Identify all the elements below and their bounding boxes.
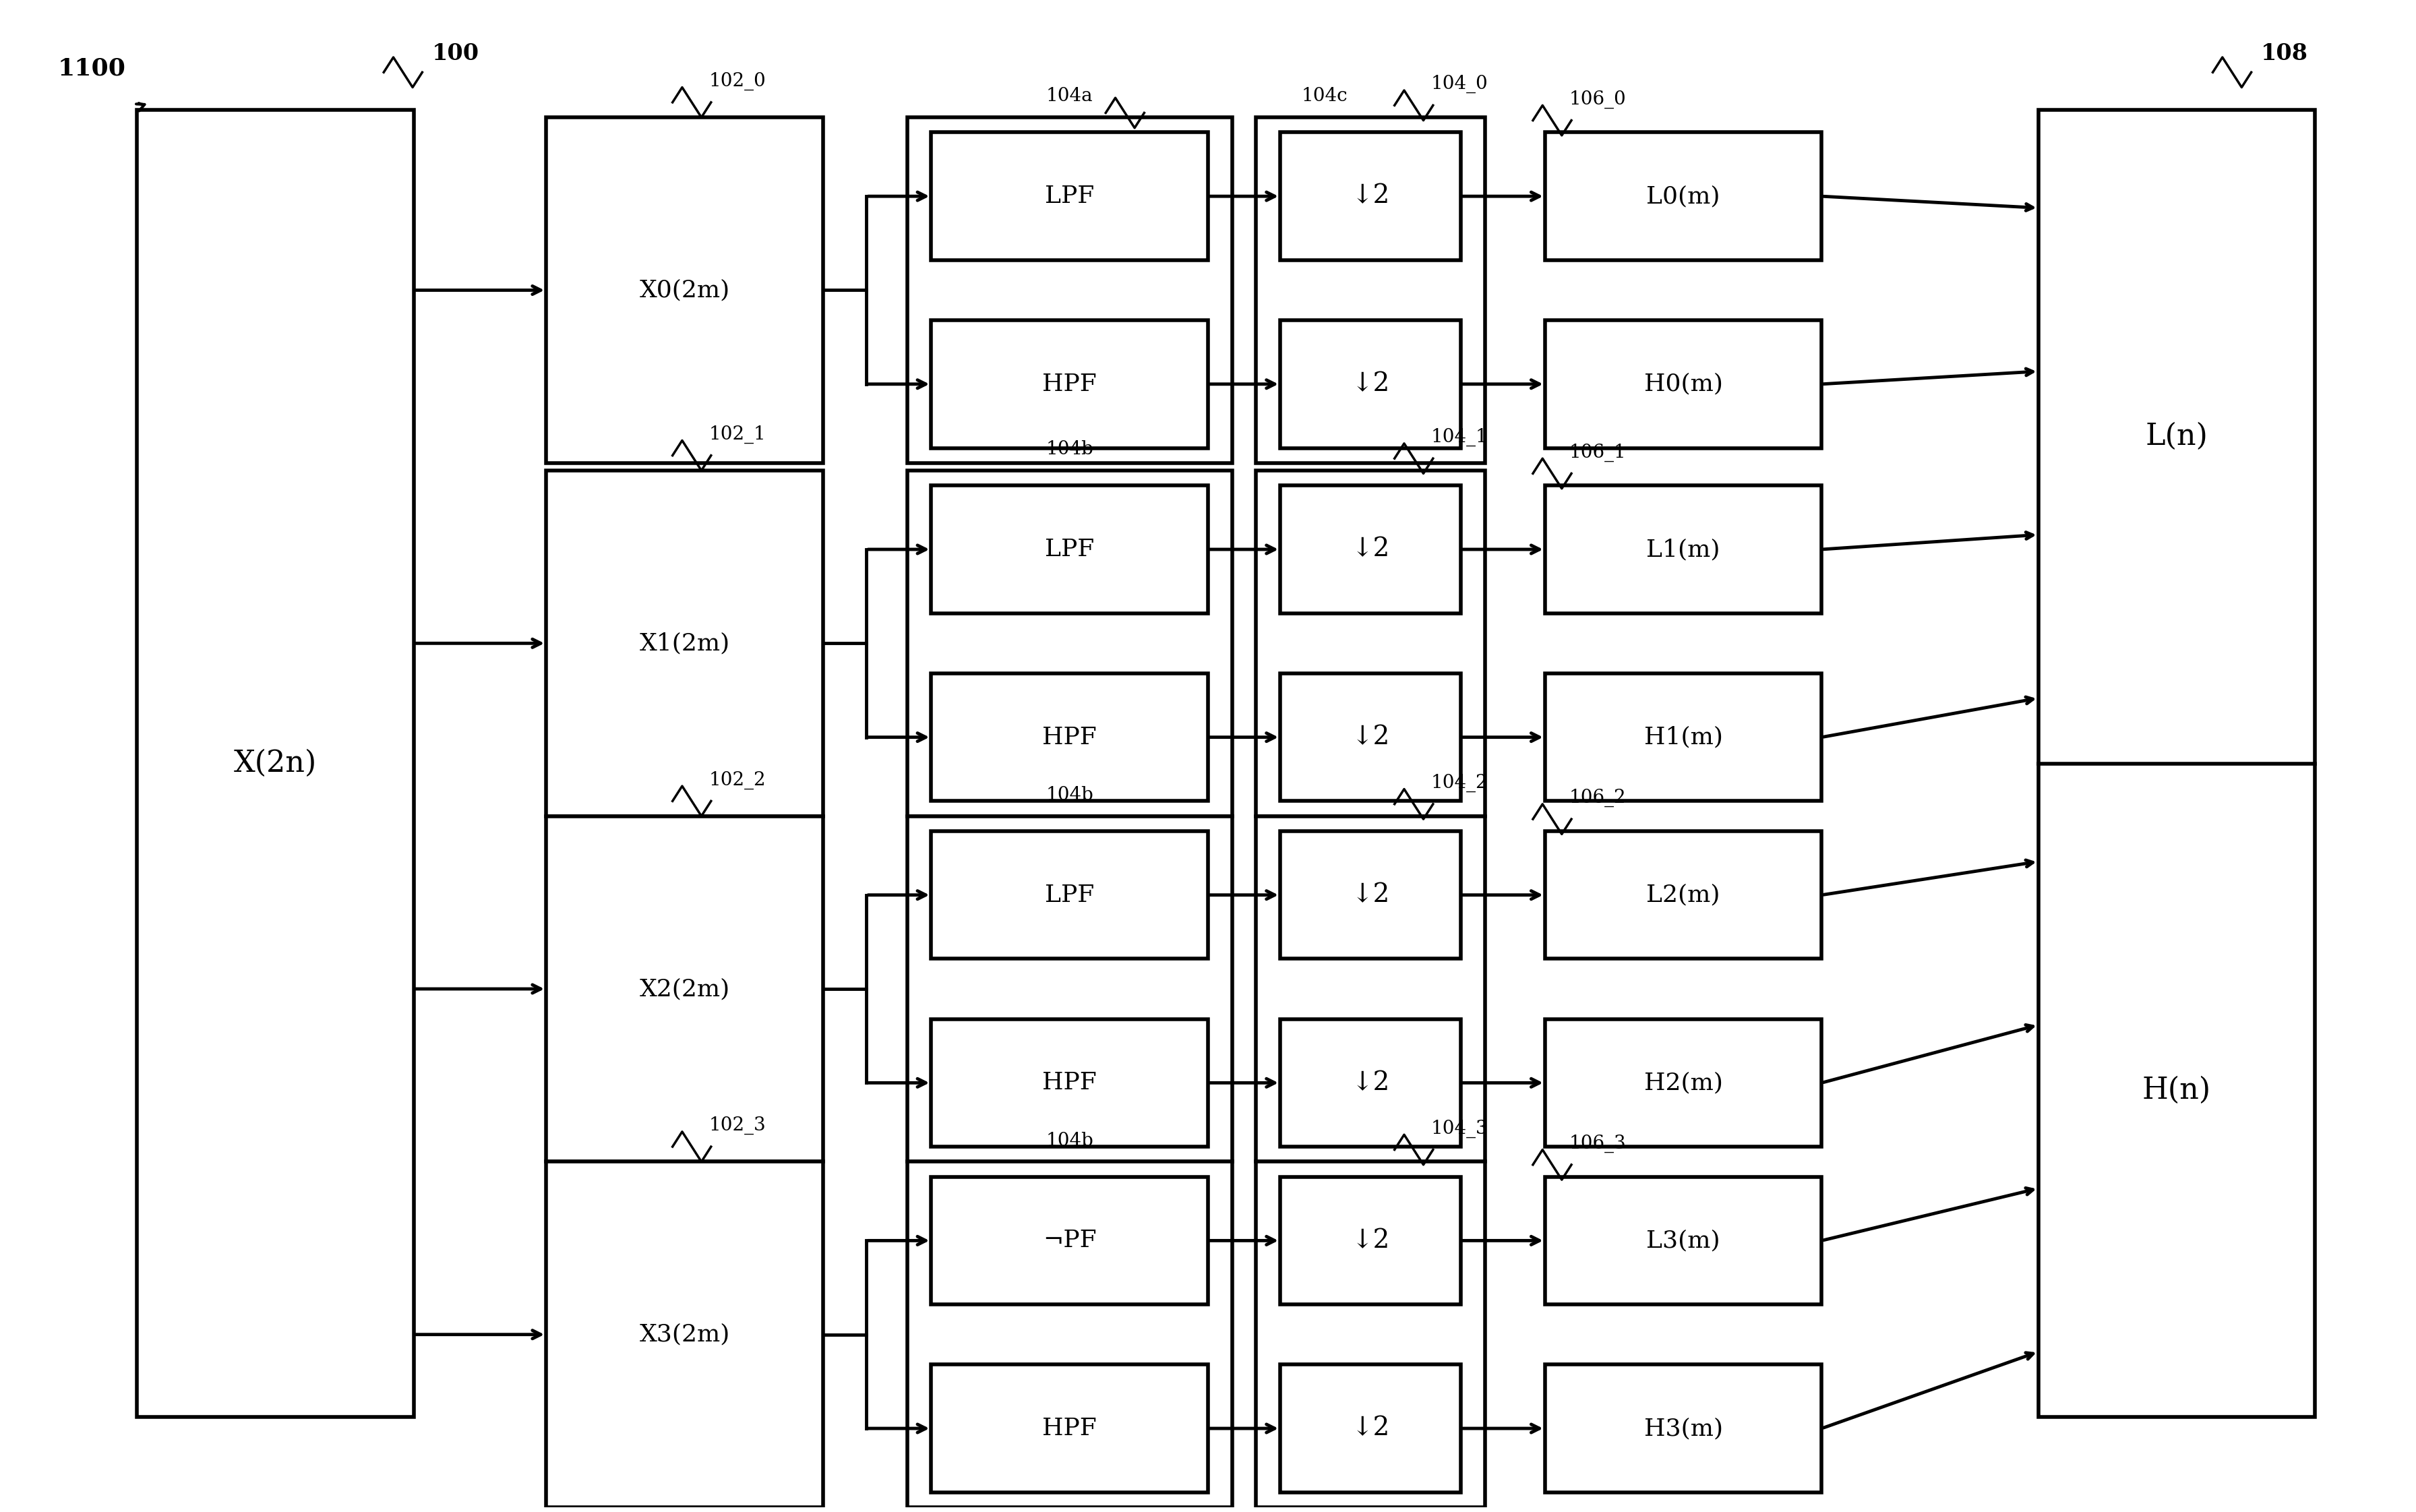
Text: X2(2m): X2(2m) — [640, 977, 730, 1001]
Bar — [1544, 1019, 1822, 1146]
Bar — [1280, 133, 1462, 260]
Text: H3(m): H3(m) — [1643, 1417, 1723, 1439]
Text: ↓2: ↓2 — [1351, 883, 1389, 907]
Text: L0(m): L0(m) — [1645, 184, 1720, 207]
Bar — [930, 1364, 1208, 1492]
Text: 102_1: 102_1 — [708, 425, 766, 443]
Text: X1(2m): X1(2m) — [640, 632, 730, 655]
Text: 106_1: 106_1 — [1568, 443, 1626, 461]
Text: X3(2m): X3(2m) — [640, 1323, 730, 1346]
Text: 104_1: 104_1 — [1430, 428, 1488, 446]
Bar — [1280, 1176, 1462, 1305]
Text: ↓2: ↓2 — [1351, 724, 1389, 750]
Bar — [906, 816, 1232, 1161]
Text: ↓2: ↓2 — [1351, 537, 1389, 562]
Text: 1100: 1100 — [58, 57, 126, 80]
Bar — [906, 118, 1232, 463]
Text: 108: 108 — [2261, 42, 2307, 65]
Bar — [138, 110, 413, 1417]
Text: H1(m): H1(m) — [1643, 726, 1723, 748]
Bar — [546, 1161, 824, 1507]
Text: ↓2: ↓2 — [1351, 1415, 1389, 1441]
Bar — [1280, 1019, 1462, 1146]
Bar — [1256, 1161, 1486, 1507]
Bar — [930, 321, 1208, 448]
Text: 106_0: 106_0 — [1568, 91, 1626, 109]
Bar — [930, 832, 1208, 959]
Text: ↓2: ↓2 — [1351, 1070, 1389, 1095]
Bar — [906, 1161, 1232, 1507]
Bar — [1256, 470, 1486, 816]
Text: 100: 100 — [432, 42, 478, 65]
Bar — [1280, 321, 1462, 448]
Bar — [1544, 485, 1822, 614]
Text: 106_3: 106_3 — [1568, 1134, 1626, 1152]
Text: L3(m): L3(m) — [1645, 1229, 1720, 1252]
Bar — [930, 485, 1208, 614]
Text: 104b: 104b — [1046, 440, 1094, 458]
Text: 102_2: 102_2 — [708, 771, 766, 789]
Text: LPF: LPF — [1046, 184, 1094, 207]
Bar — [930, 1019, 1208, 1146]
Text: X0(2m): X0(2m) — [640, 278, 730, 301]
Text: 104c: 104c — [1302, 88, 1348, 106]
Text: L1(m): L1(m) — [1645, 538, 1720, 561]
Text: ↓2: ↓2 — [1351, 184, 1389, 209]
Text: 104_3: 104_3 — [1430, 1119, 1488, 1137]
Bar — [1280, 673, 1462, 801]
Text: 104_2: 104_2 — [1430, 774, 1488, 792]
Text: 104a: 104a — [1046, 88, 1092, 106]
Text: HPF: HPF — [1041, 1417, 1097, 1439]
Text: H(n): H(n) — [2143, 1075, 2211, 1105]
Bar — [1544, 133, 1822, 260]
Bar — [1544, 1176, 1822, 1305]
Bar — [1256, 816, 1486, 1161]
Text: X(2n): X(2n) — [234, 748, 316, 779]
Text: 104b: 104b — [1046, 786, 1094, 804]
Text: 104b: 104b — [1046, 1131, 1094, 1149]
Text: H2(m): H2(m) — [1643, 1072, 1723, 1095]
Bar — [1280, 832, 1462, 959]
Bar — [1280, 485, 1462, 614]
Bar — [546, 118, 824, 463]
Bar — [930, 673, 1208, 801]
Bar — [1544, 321, 1822, 448]
Bar — [930, 1176, 1208, 1305]
Bar — [546, 816, 824, 1161]
Text: HPF: HPF — [1041, 372, 1097, 396]
Text: 102_3: 102_3 — [708, 1116, 766, 1134]
Text: ↓2: ↓2 — [1351, 372, 1389, 396]
Text: 104_0: 104_0 — [1430, 76, 1488, 94]
Bar — [1544, 832, 1822, 959]
Text: L(n): L(n) — [2145, 422, 2208, 451]
Text: 106_2: 106_2 — [1568, 789, 1626, 807]
Text: LPF: LPF — [1046, 538, 1094, 561]
Bar — [546, 470, 824, 816]
Bar — [1280, 1364, 1462, 1492]
Bar — [930, 133, 1208, 260]
Text: H0(m): H0(m) — [1643, 372, 1723, 396]
Text: HPF: HPF — [1041, 726, 1097, 748]
Text: LPF: LPF — [1046, 883, 1094, 907]
Text: HPF: HPF — [1041, 1072, 1097, 1095]
Text: L2(m): L2(m) — [1645, 883, 1720, 907]
Bar — [1544, 673, 1822, 801]
Bar — [2039, 110, 2315, 1417]
Text: ↓2: ↓2 — [1351, 1228, 1389, 1253]
Bar — [1544, 1364, 1822, 1492]
Bar — [906, 470, 1232, 816]
Bar — [1256, 118, 1486, 463]
Text: ¬PF: ¬PF — [1044, 1229, 1097, 1252]
Text: 102_0: 102_0 — [708, 73, 766, 91]
